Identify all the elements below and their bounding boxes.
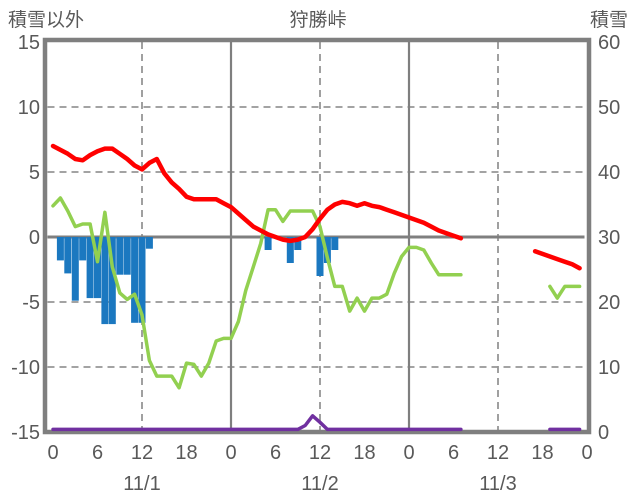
blue-bar (331, 237, 339, 250)
x-axis-tick-label: 18 (353, 442, 375, 464)
blue-bar (116, 237, 124, 275)
x-axis-tick-label: 12 (487, 442, 509, 464)
blue-bar (145, 237, 153, 249)
x-axis-tick-label: 0 (47, 442, 58, 464)
blue-bar (286, 237, 294, 263)
blue-bar (323, 237, 331, 263)
right-axis-tick-label: 0 (598, 422, 609, 444)
left-axis-tick-label: 5 (29, 162, 40, 184)
x-axis-tick-label: 0 (403, 442, 414, 464)
blue-bar (264, 237, 272, 250)
right-axis-tick-label: 10 (598, 357, 620, 379)
blue-bar (71, 237, 79, 301)
blue-bar (108, 237, 116, 325)
plot-border (42, 37, 592, 435)
x-axis-tick-label: 12 (131, 442, 153, 464)
blue-bar (294, 237, 302, 250)
x-axis-tick-label: 6 (270, 442, 281, 464)
x-axis-tick-label: 12 (309, 442, 331, 464)
chart-title: 狩勝峠 (289, 10, 347, 31)
date-label: 11/1 (123, 473, 160, 495)
blue-bar (64, 237, 72, 274)
right-axis-tick-label: 60 (598, 32, 620, 54)
left-axis-tick-label: 15 (18, 32, 40, 54)
right-axis-title: 積雪 (589, 10, 628, 31)
left-axis-tick-label: -5 (22, 292, 40, 314)
blue-bar (131, 237, 139, 323)
left-axis-title: 積雪以外 (8, 10, 85, 31)
green-series-line (51, 196, 582, 390)
x-axis-tick-label: 18 (175, 442, 197, 464)
blue-bar (79, 237, 87, 261)
blue-bar (123, 237, 131, 275)
left-axis-tick-label: 10 (18, 97, 40, 119)
right-axis-tick-label: 20 (598, 292, 620, 314)
left-axis-tick-label: 0 (29, 227, 40, 249)
left-axis-tick-label: -10 (11, 357, 40, 379)
left-axis-tick-label: -15 (11, 422, 40, 444)
blue-bar (138, 237, 146, 323)
x-axis-tick-label: 18 (531, 442, 553, 464)
blue-bar (101, 237, 109, 325)
x-axis-tick-label: 6 (448, 442, 459, 464)
date-label: 11/3 (479, 473, 516, 495)
snow-depth-line (51, 414, 582, 432)
x-axis-tick-label: 0 (225, 442, 236, 464)
blue-bar (86, 237, 94, 299)
right-axis-tick-label: 50 (598, 97, 620, 119)
blue-bar (316, 237, 324, 276)
x-axis-tick-label: 0 (581, 442, 592, 464)
red-series-line (50, 143, 582, 271)
right-axis-tick-label: 40 (598, 162, 620, 184)
blue-bar (94, 237, 101, 299)
blue-bar (56, 237, 64, 261)
date-label: 11/2 (301, 473, 338, 495)
x-axis-tick-label: 6 (92, 442, 103, 464)
right-axis-tick-label: 30 (598, 227, 620, 249)
